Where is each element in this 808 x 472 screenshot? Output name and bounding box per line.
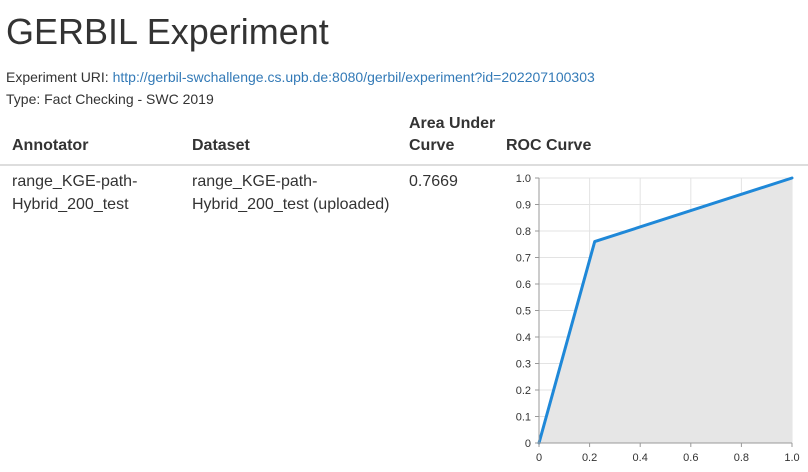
- x-tick-label: 0.8: [734, 452, 749, 464]
- header-annotator: Annotator: [12, 137, 89, 154]
- y-tick-label: 0.2: [516, 385, 531, 397]
- experiment-uri-link[interactable]: http://gerbil-swchallenge.cs.upb.de:8080…: [112, 69, 595, 85]
- roc-x-ticks: 0 0.2 0.4 0.6 0.8 1.0: [536, 443, 800, 464]
- header-auc-line1: Area Under: [409, 115, 496, 132]
- experiment-uri-label: Experiment URI:: [6, 69, 109, 85]
- x-tick-label: 0: [536, 452, 542, 464]
- results-table: Annotator Dataset Area Under Curve ROC C…: [0, 112, 808, 472]
- y-tick-label: 0.6: [516, 279, 531, 291]
- roc-area-fill: [539, 178, 792, 443]
- y-tick-label: 0.1: [516, 412, 531, 424]
- x-tick-label: 1.0: [784, 452, 799, 464]
- page-title: GERBIL Experiment: [6, 11, 329, 52]
- y-tick-label: 0.9: [516, 200, 531, 212]
- x-tick-label: 0.6: [683, 452, 698, 464]
- roc-curve-line: [537, 176, 794, 445]
- y-tick-label: 0.5: [516, 306, 531, 318]
- header-area-under-curve: Area Under Curve: [409, 113, 509, 157]
- y-tick-label: 1.0: [516, 173, 531, 185]
- x-tick-label: 0.2: [582, 452, 597, 464]
- y-tick-label: 0.8: [516, 226, 531, 238]
- y-tick-label: 0.4: [516, 332, 531, 344]
- annotator-name-line2: Hybrid_200_test: [12, 196, 129, 213]
- header-dataset: Dataset: [192, 137, 250, 154]
- experiment-uri-line: Experiment URI: http://gerbil-swchalleng…: [6, 70, 595, 84]
- annotator-name-line1: range_KGE-path-: [12, 173, 138, 190]
- x-tick-label: 0.4: [633, 452, 648, 464]
- cell-annotator: range_KGE-path- Hybrid_200_test: [12, 170, 182, 216]
- roc-curve-chart: 0 0.2 0.4 0.6 0.8 1.0 00.10.20.30.40.50.60.70…: [516, 173, 800, 464]
- y-tick-label: 0.7: [516, 253, 531, 265]
- cell-auc-value: 0.7669: [409, 173, 458, 190]
- cell-dataset: range_KGE-path- Hybrid_200_test (uploade…: [192, 170, 402, 216]
- header-divider: [0, 164, 808, 166]
- dataset-name-line2: Hybrid_200_test (uploaded): [192, 196, 390, 213]
- roc-y-ticks: 0 0.1 0.2 0.3 0.4 0.5 0.6 0.7 0.8 0.9 1.0: [516, 173, 539, 450]
- header-roc-curve: ROC Curve: [506, 137, 592, 154]
- experiment-type: Type: Fact Checking - SWC 2019: [6, 91, 214, 107]
- y-tick-label: 0.3: [516, 359, 531, 371]
- y-tick-label: 0: [525, 438, 531, 450]
- dataset-name-line1: range_KGE-path-: [192, 173, 318, 190]
- header-auc-line2: Curve: [409, 137, 455, 154]
